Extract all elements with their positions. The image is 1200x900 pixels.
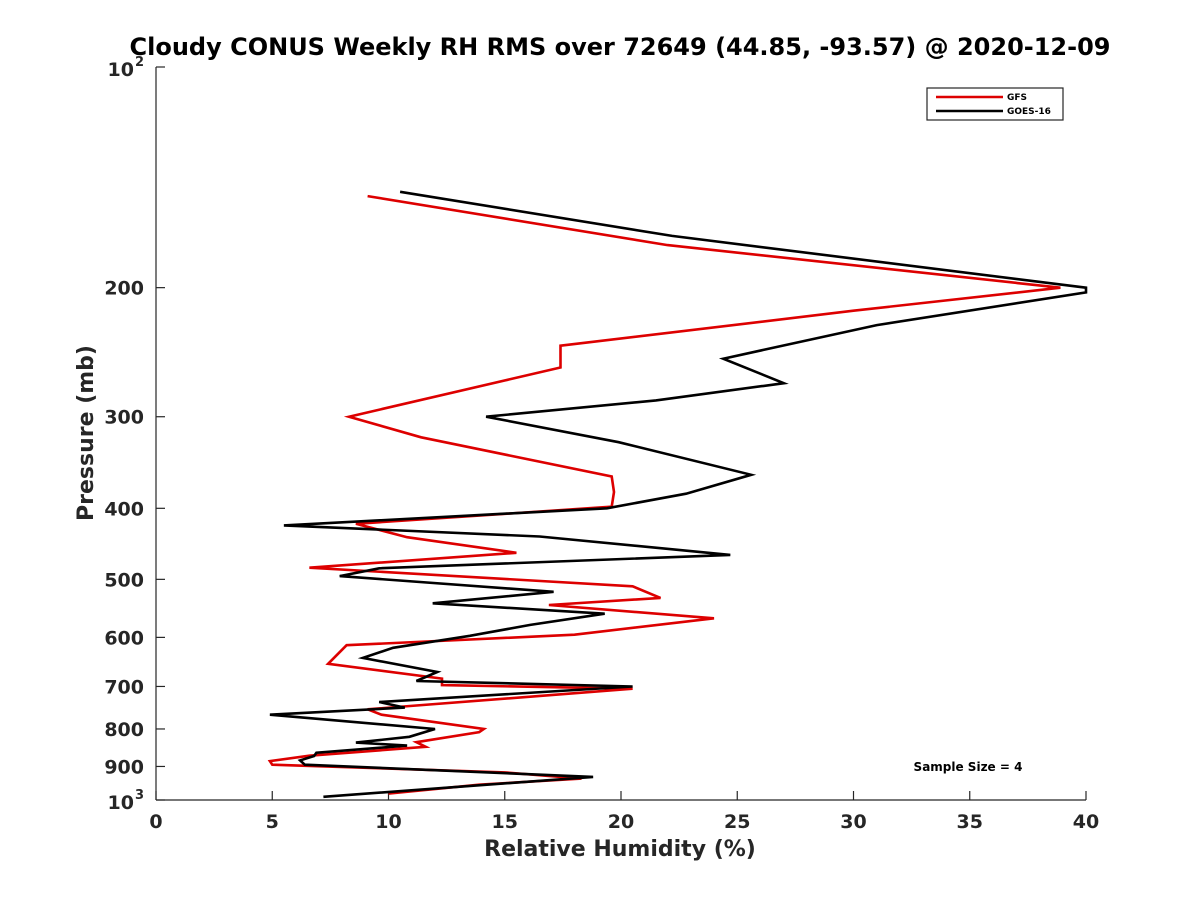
series-layer — [267, 190, 1088, 799]
y-tick-label: 400 — [104, 498, 144, 520]
legend-box — [926, 87, 1064, 121]
y-tick-label: 10 — [108, 792, 134, 814]
y-tick-label: 500 — [104, 569, 144, 591]
y-tick-exponent: 3 — [135, 788, 144, 803]
x-tick-label: 35 — [957, 811, 983, 833]
y-tick-label: 700 — [104, 676, 144, 698]
legend: GFS GOES-16 — [926, 87, 1064, 121]
y-tick-exponent: 2 — [135, 55, 144, 70]
y-tick-label: 600 — [104, 627, 144, 649]
x-tick-label: 20 — [608, 811, 634, 833]
y-tick-label: 10 — [108, 59, 134, 81]
sample-size-annotation: Sample Size = 4 — [914, 760, 1023, 774]
y-tick-label: 800 — [104, 719, 144, 741]
y-axis-label: Pressure (mb) — [74, 345, 99, 521]
x-tick-label: 10 — [375, 811, 401, 833]
y-tick-label: 300 — [104, 407, 144, 429]
y-tick-label: 200 — [104, 278, 144, 300]
series-line-gfs — [267, 194, 1061, 795]
x-tick-label: 0 — [149, 811, 162, 833]
x-tick-label: 5 — [266, 811, 279, 833]
legend-label: GFS — [1007, 93, 1027, 103]
x-tick-label: 40 — [1073, 811, 1099, 833]
legend-label: GOES-16 — [1007, 107, 1051, 117]
x-tick-label: 15 — [492, 811, 518, 833]
x-axis-label: Relative Humidity (%) — [484, 837, 756, 862]
series-line-goes-16 — [269, 190, 1088, 799]
y-tick-label: 900 — [104, 756, 144, 778]
x-tick-label: 30 — [840, 811, 866, 833]
x-tick-label: 25 — [724, 811, 750, 833]
chart-title: Cloudy CONUS Weekly RH RMS over 72649 (4… — [130, 33, 1111, 61]
